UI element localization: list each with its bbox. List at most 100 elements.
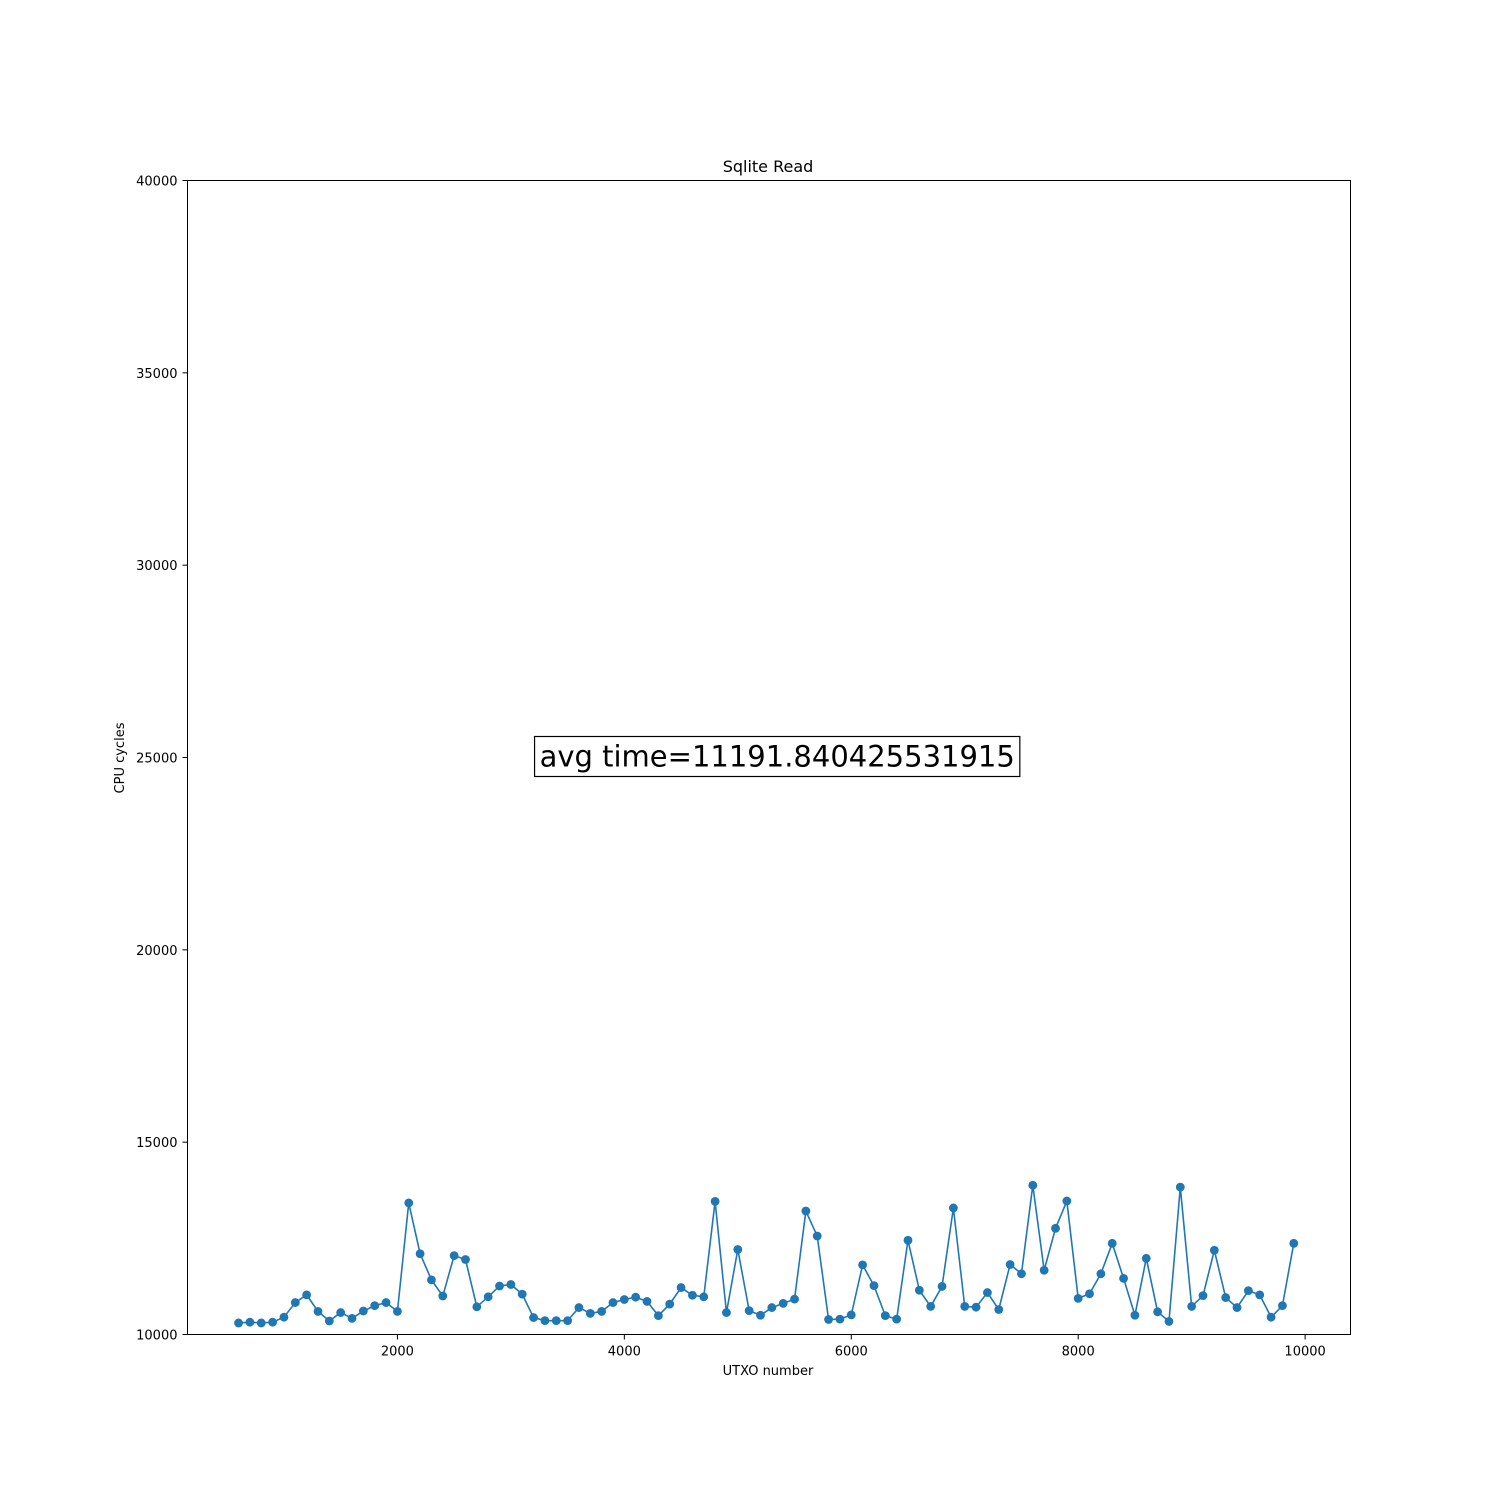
data-point	[994, 1305, 1004, 1314]
data-point	[756, 1310, 765, 1320]
data-point	[529, 1313, 538, 1322]
data-point	[1243, 1286, 1253, 1296]
data-point	[812, 1231, 822, 1241]
data-point	[1119, 1273, 1128, 1283]
data-point	[324, 1316, 334, 1326]
data-point	[234, 1318, 243, 1328]
data-point	[983, 1288, 992, 1297]
data-point	[1255, 1290, 1265, 1300]
data-point	[1107, 1238, 1117, 1248]
data-point	[937, 1282, 947, 1291]
x-tick-label: 2000	[381, 1345, 414, 1360]
data-point	[1051, 1223, 1060, 1233]
y-tick-label: 10000	[136, 1329, 177, 1344]
x-tick-label: 8000	[1062, 1345, 1095, 1360]
data-point	[393, 1307, 402, 1316]
data-point	[506, 1280, 516, 1289]
data-point	[268, 1317, 277, 1327]
y-tick-label: 15000	[136, 1136, 177, 1151]
data-point	[858, 1260, 868, 1270]
data-point	[653, 1311, 663, 1321]
data-point	[1005, 1260, 1015, 1269]
data-point	[404, 1198, 414, 1208]
data-point	[1039, 1265, 1049, 1275]
data-point	[835, 1314, 845, 1324]
data-point	[631, 1292, 641, 1302]
data-point	[688, 1290, 697, 1300]
data-point	[1028, 1180, 1038, 1190]
data-point	[948, 1203, 958, 1213]
data-point	[415, 1249, 425, 1259]
data-point	[744, 1306, 754, 1316]
data-point	[574, 1303, 584, 1312]
data-point	[869, 1281, 879, 1291]
data-point	[971, 1302, 981, 1312]
data-point	[381, 1298, 391, 1307]
data-point	[1017, 1269, 1026, 1279]
x-axis-label: UTXO number	[723, 1364, 814, 1379]
data-point	[892, 1314, 902, 1324]
data-point	[358, 1306, 368, 1316]
x-tick-label: 10000	[1284, 1345, 1325, 1360]
data-point	[1198, 1291, 1208, 1301]
data-point	[926, 1302, 936, 1311]
data-point	[914, 1285, 924, 1295]
data-point	[449, 1251, 459, 1261]
data-point	[608, 1298, 618, 1307]
y-tick-label: 20000	[136, 944, 177, 959]
data-point	[347, 1313, 357, 1323]
data-point	[461, 1255, 470, 1264]
data-point	[1085, 1289, 1094, 1299]
y-axis-label: CPU cycles	[113, 722, 128, 793]
data-point	[1164, 1317, 1174, 1326]
data-point	[597, 1307, 607, 1316]
annotation-box	[533, 735, 1021, 778]
data-point	[1175, 1182, 1185, 1192]
data-point	[563, 1316, 573, 1326]
data-point	[846, 1310, 856, 1320]
data-point	[1153, 1307, 1163, 1317]
y-tick-label: 25000	[136, 752, 177, 767]
data-point	[256, 1318, 266, 1328]
data-point	[472, 1302, 482, 1312]
data-point	[551, 1316, 561, 1326]
annotation: avg time=11191.840425531915	[533, 735, 1021, 778]
data-point	[1187, 1302, 1197, 1311]
data-point	[279, 1312, 289, 1322]
data-point	[1096, 1269, 1106, 1279]
data-point	[722, 1308, 731, 1317]
data-point	[642, 1297, 652, 1306]
data-point	[824, 1315, 833, 1324]
data-point	[290, 1298, 300, 1307]
data-point	[903, 1235, 913, 1245]
data-point	[1209, 1245, 1219, 1255]
y-tick-label: 40000	[136, 175, 177, 190]
data-point	[767, 1303, 777, 1312]
data-point	[1278, 1301, 1287, 1311]
data-point	[733, 1245, 743, 1254]
data-point	[960, 1302, 970, 1311]
data-point	[1062, 1196, 1072, 1206]
data-point	[540, 1316, 550, 1326]
plot-area	[234, 1180, 1299, 1328]
data-point	[517, 1289, 527, 1299]
data-point	[438, 1291, 448, 1301]
y-axis: 10000 15000 20000 25000 30000 35000 40000	[136, 175, 188, 1344]
data-point	[495, 1281, 504, 1291]
data-point	[1221, 1293, 1231, 1302]
x-tick-label: 6000	[835, 1345, 868, 1360]
data-point	[676, 1283, 686, 1292]
data-point	[1141, 1253, 1151, 1263]
x-axis: 2000 4000 6000 8000 10000	[381, 1334, 1326, 1360]
y-tick-label: 35000	[136, 367, 177, 382]
y-tick-label: 30000	[136, 559, 177, 574]
data-point	[370, 1301, 380, 1311]
data-point	[880, 1311, 890, 1321]
data-point	[1073, 1293, 1083, 1303]
data-point	[245, 1317, 255, 1327]
data-point	[427, 1275, 436, 1285]
data-point	[778, 1298, 788, 1308]
annotation-text: avg time=11191.840425531915	[540, 740, 1015, 774]
data-point	[619, 1295, 629, 1304]
